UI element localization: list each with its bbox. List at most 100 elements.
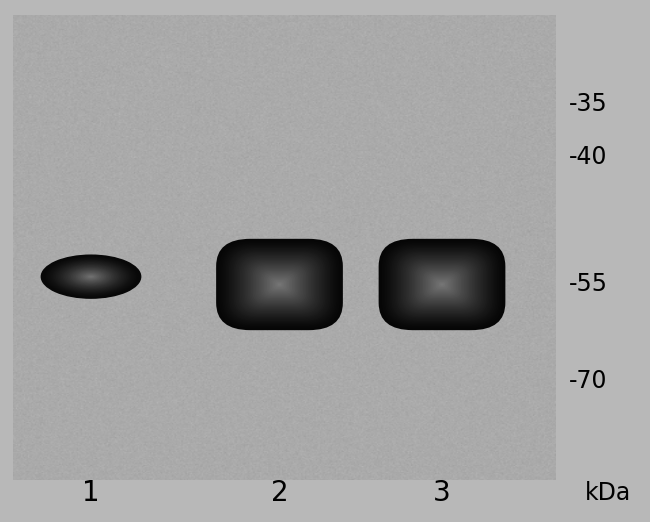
Ellipse shape	[71, 268, 111, 286]
FancyBboxPatch shape	[226, 246, 333, 323]
FancyBboxPatch shape	[420, 268, 464, 301]
Ellipse shape	[88, 275, 94, 278]
Text: -40: -40	[569, 145, 607, 169]
FancyBboxPatch shape	[237, 254, 322, 315]
FancyBboxPatch shape	[222, 243, 337, 326]
FancyBboxPatch shape	[390, 247, 494, 322]
FancyBboxPatch shape	[380, 240, 504, 329]
FancyBboxPatch shape	[406, 258, 478, 311]
Ellipse shape	[64, 265, 118, 289]
Ellipse shape	[83, 273, 99, 280]
FancyBboxPatch shape	[412, 263, 472, 306]
FancyBboxPatch shape	[265, 274, 294, 295]
FancyBboxPatch shape	[233, 252, 326, 317]
FancyBboxPatch shape	[235, 253, 324, 316]
FancyBboxPatch shape	[278, 283, 281, 286]
FancyBboxPatch shape	[270, 278, 289, 291]
Ellipse shape	[89, 276, 93, 277]
FancyBboxPatch shape	[430, 276, 455, 293]
FancyBboxPatch shape	[436, 280, 448, 289]
Ellipse shape	[73, 268, 109, 285]
Ellipse shape	[77, 271, 105, 282]
FancyBboxPatch shape	[248, 262, 311, 307]
FancyBboxPatch shape	[385, 243, 499, 326]
FancyBboxPatch shape	[232, 250, 327, 319]
FancyBboxPatch shape	[437, 281, 447, 288]
Ellipse shape	[49, 258, 133, 295]
Ellipse shape	[76, 270, 106, 283]
FancyBboxPatch shape	[395, 250, 489, 319]
FancyBboxPatch shape	[251, 264, 308, 305]
FancyBboxPatch shape	[246, 260, 313, 309]
FancyBboxPatch shape	[230, 249, 329, 320]
FancyBboxPatch shape	[413, 264, 471, 305]
Text: kDa: kDa	[584, 481, 631, 505]
Ellipse shape	[84, 274, 98, 280]
Text: 1: 1	[82, 479, 100, 507]
FancyBboxPatch shape	[216, 239, 343, 330]
FancyBboxPatch shape	[221, 242, 338, 327]
FancyBboxPatch shape	[399, 254, 485, 315]
FancyBboxPatch shape	[262, 272, 297, 297]
FancyBboxPatch shape	[415, 265, 469, 304]
FancyBboxPatch shape	[409, 260, 475, 309]
Ellipse shape	[41, 255, 142, 299]
FancyBboxPatch shape	[240, 256, 319, 313]
FancyBboxPatch shape	[396, 252, 488, 317]
Ellipse shape	[51, 259, 131, 294]
FancyBboxPatch shape	[423, 271, 461, 298]
FancyBboxPatch shape	[239, 255, 320, 314]
FancyBboxPatch shape	[276, 282, 283, 287]
Ellipse shape	[81, 272, 101, 281]
FancyBboxPatch shape	[439, 282, 445, 287]
FancyBboxPatch shape	[410, 262, 474, 307]
FancyBboxPatch shape	[378, 239, 506, 330]
Text: -70: -70	[569, 369, 607, 393]
FancyBboxPatch shape	[253, 265, 306, 304]
Ellipse shape	[66, 266, 116, 288]
FancyBboxPatch shape	[261, 271, 298, 298]
FancyBboxPatch shape	[424, 272, 460, 297]
FancyBboxPatch shape	[264, 273, 295, 296]
FancyBboxPatch shape	[254, 266, 305, 303]
FancyBboxPatch shape	[275, 281, 284, 288]
FancyBboxPatch shape	[244, 259, 315, 310]
FancyBboxPatch shape	[242, 257, 317, 312]
FancyBboxPatch shape	[255, 267, 304, 302]
Ellipse shape	[54, 260, 128, 293]
Ellipse shape	[59, 263, 123, 291]
FancyBboxPatch shape	[421, 270, 463, 299]
FancyBboxPatch shape	[243, 258, 316, 311]
FancyBboxPatch shape	[402, 256, 482, 313]
FancyBboxPatch shape	[393, 249, 491, 320]
FancyBboxPatch shape	[257, 268, 302, 301]
Ellipse shape	[42, 255, 140, 298]
Text: 2: 2	[270, 479, 289, 507]
FancyBboxPatch shape	[219, 241, 340, 328]
FancyBboxPatch shape	[218, 240, 341, 329]
FancyBboxPatch shape	[384, 242, 500, 327]
Ellipse shape	[74, 269, 108, 284]
Text: 3: 3	[433, 479, 451, 507]
FancyBboxPatch shape	[273, 280, 286, 289]
FancyBboxPatch shape	[398, 253, 486, 316]
Ellipse shape	[68, 266, 114, 287]
FancyBboxPatch shape	[426, 273, 458, 296]
FancyBboxPatch shape	[441, 283, 443, 286]
FancyBboxPatch shape	[417, 266, 467, 303]
FancyBboxPatch shape	[382, 241, 502, 328]
FancyBboxPatch shape	[432, 278, 452, 291]
FancyBboxPatch shape	[229, 248, 330, 321]
Ellipse shape	[62, 264, 120, 289]
Ellipse shape	[44, 256, 138, 298]
Ellipse shape	[56, 261, 126, 292]
Text: -35: -35	[569, 92, 608, 116]
FancyBboxPatch shape	[388, 246, 496, 323]
Ellipse shape	[69, 267, 113, 286]
Ellipse shape	[53, 259, 129, 294]
FancyBboxPatch shape	[259, 270, 300, 299]
FancyBboxPatch shape	[266, 276, 292, 293]
FancyBboxPatch shape	[272, 279, 287, 290]
Ellipse shape	[79, 271, 103, 282]
Ellipse shape	[46, 257, 136, 296]
